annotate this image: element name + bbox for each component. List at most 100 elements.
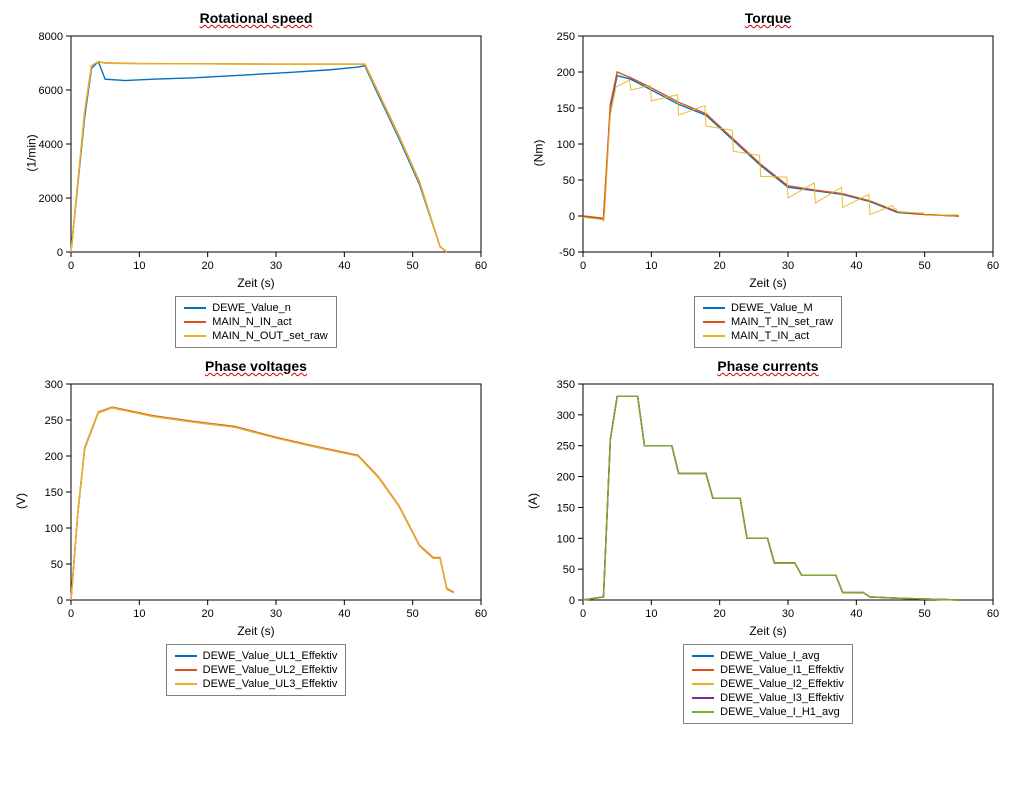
legend-item: MAIN_N_IN_act [184, 315, 328, 329]
svg-text:100: 100 [557, 533, 575, 545]
panel-currents: Phase currents (A) 010203040506005010015… [522, 358, 1014, 724]
chart-voltages: (V) 0102030405060050100150200250300 [21, 376, 491, 626]
legend-item: DEWE_Value_UL1_Effektiv [175, 649, 338, 663]
svg-text:0: 0 [57, 595, 63, 607]
svg-text:200: 200 [557, 67, 575, 79]
legend-swatch [703, 321, 725, 323]
svg-text:250: 250 [557, 441, 575, 453]
title-rotspeed: Rotational speed [200, 10, 313, 26]
svg-text:50: 50 [51, 559, 63, 571]
legend-torque: DEWE_Value_MMAIN_T_IN_set_rawMAIN_T_IN_a… [694, 296, 842, 348]
svg-text:250: 250 [557, 31, 575, 43]
svg-text:20: 20 [202, 608, 214, 620]
svg-text:50: 50 [919, 608, 931, 620]
legend-item: DEWE_Value_I3_Effektiv [692, 691, 844, 705]
svg-text:150: 150 [557, 502, 575, 514]
svg-text:2000: 2000 [39, 193, 63, 205]
legend-swatch [692, 669, 714, 671]
legend-label: MAIN_N_OUT_set_raw [212, 329, 328, 343]
legend-item: DEWE_Value_n [184, 301, 328, 315]
xlabel-torque: Zeit (s) [749, 276, 786, 290]
legend-voltages: DEWE_Value_UL1_EffektivDEWE_Value_UL2_Ef… [166, 644, 347, 696]
chart-currents: (A) 0102030405060050100150200250300350 [533, 376, 1003, 626]
svg-text:100: 100 [557, 139, 575, 151]
legend-label: DEWE_Value_I_H1_avg [720, 705, 840, 719]
legend-label: DEWE_Value_n [212, 301, 291, 315]
svg-text:200: 200 [557, 472, 575, 484]
legend-label: DEWE_Value_UL1_Effektiv [203, 649, 338, 663]
legend-item: DEWE_Value_I1_Effektiv [692, 663, 844, 677]
legend-swatch [175, 655, 197, 657]
svg-text:150: 150 [557, 103, 575, 115]
svg-text:300: 300 [45, 379, 63, 391]
legend-label: DEWE_Value_I1_Effektiv [720, 663, 844, 677]
svg-text:0: 0 [569, 595, 575, 607]
svg-text:0: 0 [68, 260, 74, 272]
svg-text:50: 50 [407, 260, 419, 272]
svg-text:4000: 4000 [39, 139, 63, 151]
legend-label: DEWE_Value_UL2_Effektiv [203, 663, 338, 677]
legend-label: DEWE_Value_I2_Effektiv [720, 677, 844, 691]
panel-torque: Torque (Nm) 0102030405060-50050100150200… [522, 10, 1014, 348]
svg-text:30: 30 [270, 260, 282, 272]
svg-text:8000: 8000 [39, 31, 63, 43]
svg-text:0: 0 [580, 608, 586, 620]
title-voltages: Phase voltages [205, 358, 307, 374]
svg-text:50: 50 [563, 175, 575, 187]
svg-text:0: 0 [57, 247, 63, 259]
svg-text:0: 0 [580, 260, 586, 272]
legend-label: MAIN_N_IN_act [212, 315, 291, 329]
legend-swatch [703, 307, 725, 309]
legend-swatch [692, 711, 714, 713]
svg-text:300: 300 [557, 410, 575, 422]
legend-label: DEWE_Value_UL3_Effektiv [203, 677, 338, 691]
svg-text:40: 40 [850, 608, 862, 620]
legend-item: DEWE_Value_I2_Effektiv [692, 677, 844, 691]
legend-item: MAIN_T_IN_set_raw [703, 315, 833, 329]
svg-text:30: 30 [782, 260, 794, 272]
svg-text:20: 20 [714, 608, 726, 620]
legend-label: DEWE_Value_M [731, 301, 813, 315]
legend-rotspeed: DEWE_Value_nMAIN_N_IN_actMAIN_N_OUT_set_… [175, 296, 337, 348]
legend-label: DEWE_Value_I3_Effektiv [720, 691, 844, 705]
legend-label: DEWE_Value_I_avg [720, 649, 819, 663]
title-currents: Phase currents [717, 358, 818, 374]
legend-item: MAIN_T_IN_act [703, 329, 833, 343]
svg-text:60: 60 [475, 608, 487, 620]
legend-swatch [175, 683, 197, 685]
svg-text:6000: 6000 [39, 85, 63, 97]
svg-text:100: 100 [45, 523, 63, 535]
svg-text:-50: -50 [559, 247, 575, 259]
svg-text:30: 30 [782, 608, 794, 620]
legend-swatch [184, 321, 206, 323]
panel-voltages: Phase voltages (V) 010203040506005010015… [10, 358, 502, 724]
svg-text:10: 10 [645, 260, 657, 272]
legend-currents: DEWE_Value_I_avgDEWE_Value_I1_EffektivDE… [683, 644, 853, 724]
xlabel-rotspeed: Zeit (s) [237, 276, 274, 290]
panel-rotspeed: Rotational speed (1/min) 0 10 20 30 40 50 60 0 2… [10, 10, 502, 348]
ylabel-voltages: (V) [14, 493, 28, 509]
legend-item: DEWE_Value_I_avg [692, 649, 844, 663]
legend-swatch [692, 655, 714, 657]
svg-text:50: 50 [563, 564, 575, 576]
svg-text:250: 250 [45, 415, 63, 427]
legend-swatch [184, 335, 206, 337]
title-torque: Torque [745, 10, 791, 26]
chart-rotspeed: (1/min) 0 10 20 30 40 50 60 0 2000 4000 6000 8000 [21, 28, 491, 278]
svg-text:60: 60 [475, 260, 487, 272]
ylabel-rotspeed: (1/min) [25, 134, 39, 171]
svg-text:40: 40 [338, 260, 350, 272]
svg-text:20: 20 [202, 260, 214, 272]
chart-grid: Rotational speed (1/min) 0 10 20 30 40 50 60 0 2… [10, 10, 1014, 724]
legend-label: MAIN_T_IN_act [731, 329, 809, 343]
legend-item: DEWE_Value_M [703, 301, 833, 315]
svg-text:60: 60 [987, 260, 999, 272]
ylabel-currents: (A) [526, 493, 540, 509]
ylabel-torque: (Nm) [531, 140, 545, 167]
svg-text:10: 10 [133, 260, 145, 272]
legend-item: DEWE_Value_UL3_Effektiv [175, 677, 338, 691]
legend-item: DEWE_Value_I_H1_avg [692, 705, 844, 719]
svg-text:0: 0 [68, 608, 74, 620]
svg-text:350: 350 [557, 379, 575, 391]
legend-swatch [692, 683, 714, 685]
